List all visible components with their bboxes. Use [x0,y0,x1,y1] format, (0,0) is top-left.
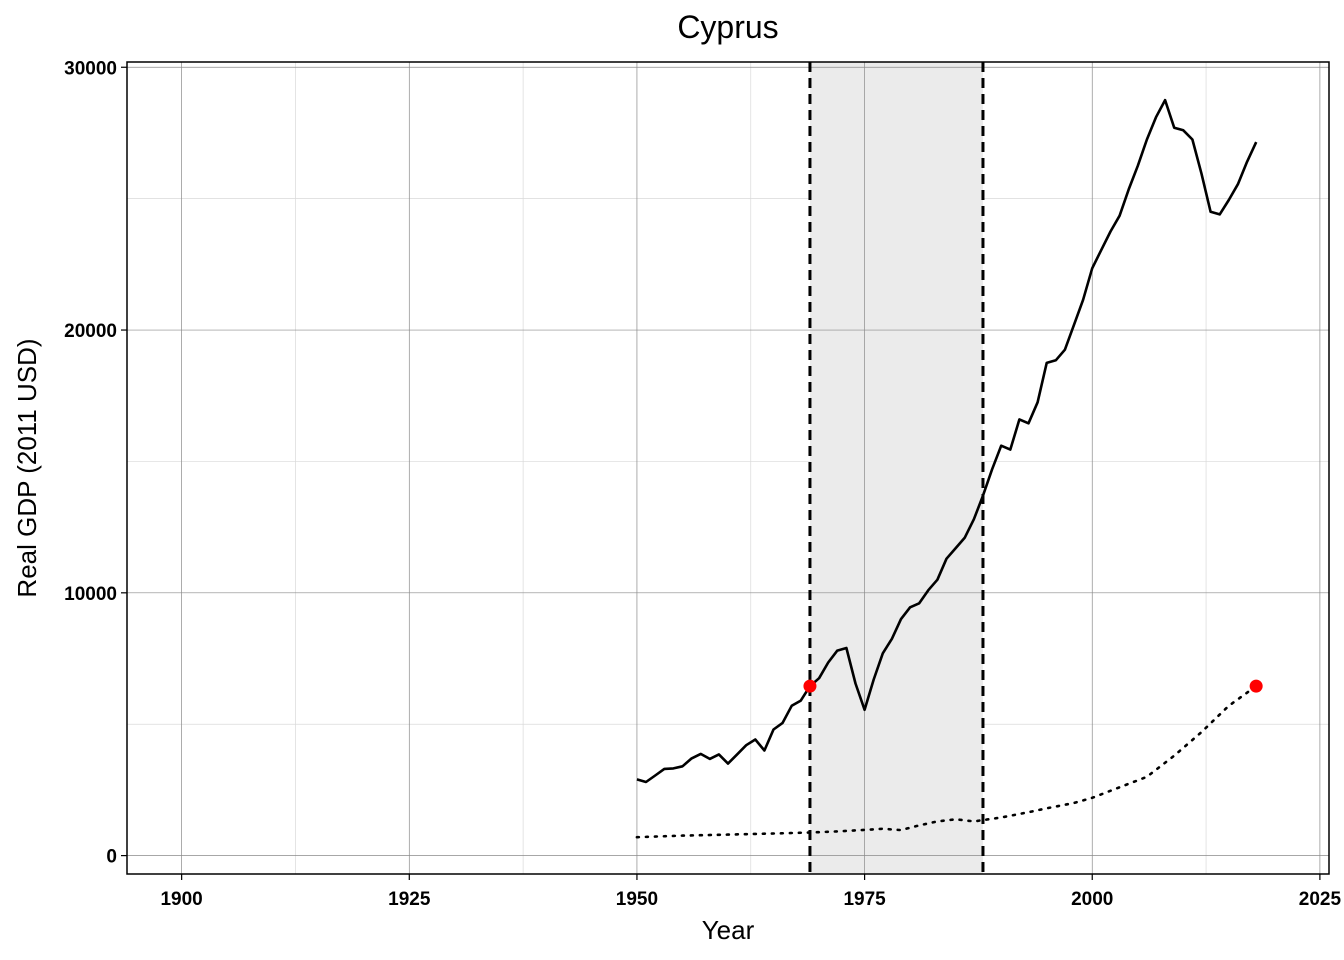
shaded-period [809,62,983,874]
y-tick-label: 0 [106,847,117,868]
x-axis-title: Year [702,915,755,945]
solid-series-line [636,98,1258,784]
x-tick-label: 2025 [1299,889,1342,910]
x-tick-label: 1975 [843,889,886,910]
y-tick-label: 10000 [64,584,117,605]
plot-background [127,62,1329,874]
markers-layer [803,679,1263,693]
reference-vlines [808,62,985,874]
y-axis: 0 10000 20000 30000 [64,58,127,868]
data-point-marker [803,679,817,693]
x-tick-label: 1925 [388,889,431,910]
shaded-region [809,62,983,874]
x-tick-label: 1950 [616,889,658,910]
x-axis: 1900 1925 1950 1975 2000 2025 [160,874,1341,910]
plot-border [126,61,1330,875]
y-tick-label: 30000 [64,58,117,79]
y-axis-title: Real GDP (2011 USD) [12,338,42,597]
x-tick-label: 1900 [160,889,202,910]
y-tick-label: 20000 [64,321,117,342]
major-gridlines [127,62,1329,874]
data-point-marker [1249,679,1263,693]
chart-title: Cyprus [677,9,778,45]
x-tick-label: 2000 [1071,889,1113,910]
